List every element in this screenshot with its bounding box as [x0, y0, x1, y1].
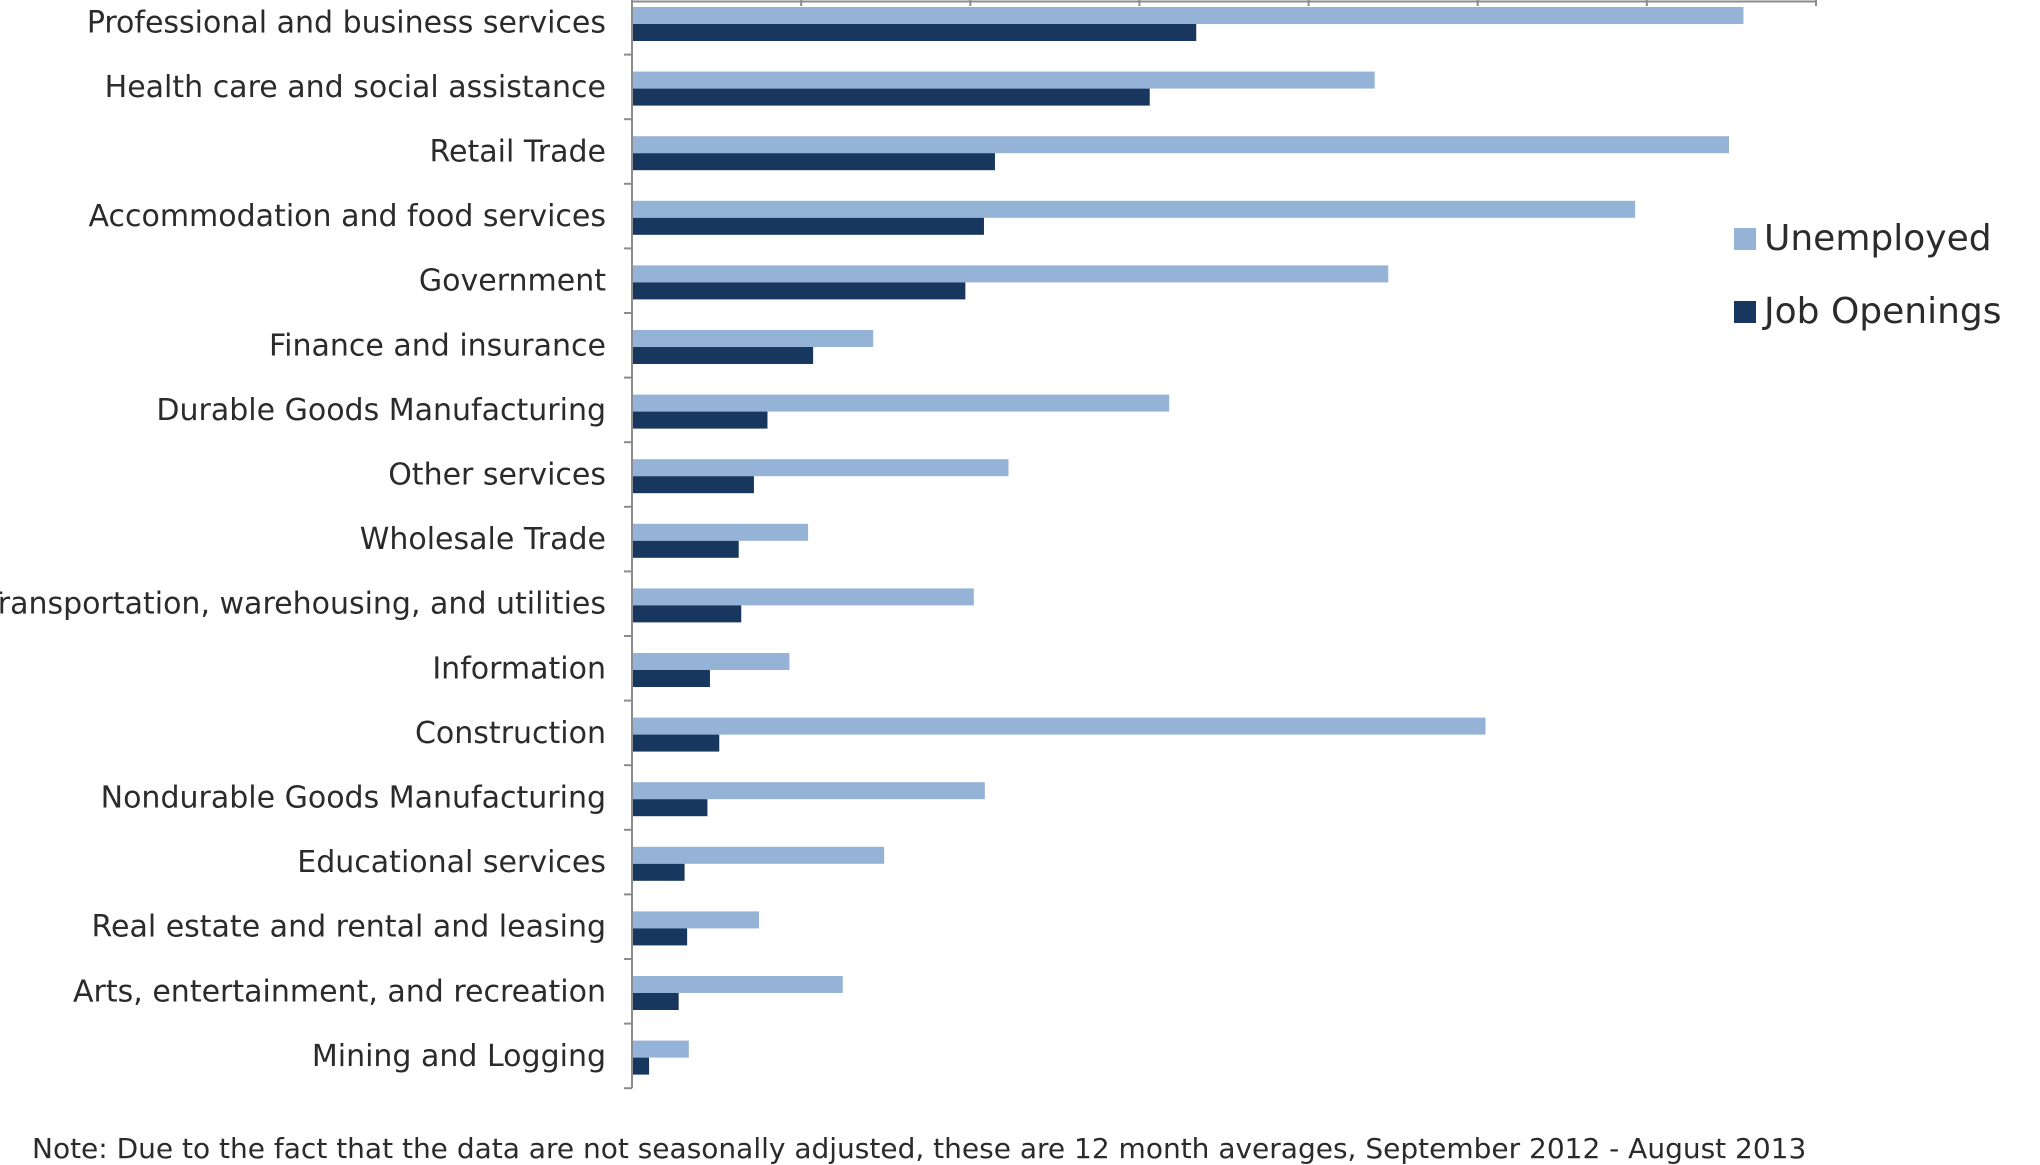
category-label: Professional and business services: [87, 5, 606, 40]
bar-job-openings: [633, 88, 1150, 106]
bar-job-openings: [633, 734, 720, 752]
bar-job-openings: [633, 476, 754, 494]
bar-unemployed: [633, 7, 1744, 24]
category-label: Accommodation and food services: [89, 199, 607, 234]
bar-job-openings: [633, 282, 966, 300]
bar-job-openings: [633, 540, 739, 558]
category-label: Real estate and rental and leasing: [91, 910, 606, 945]
category-label: Arts, entertainment, and recreation: [73, 974, 606, 1009]
bar-unemployed: [633, 459, 1009, 477]
bar-job-openings: [633, 670, 710, 687]
bar-unemployed: [633, 653, 790, 670]
bar-job-openings: [633, 799, 708, 817]
bar-unemployed: [633, 265, 1389, 283]
category-label: Durable Goods Manufacturing: [156, 393, 606, 428]
category-label: Information: [432, 651, 606, 686]
footnote: Note: Due to the fact that the data are …: [32, 1132, 1807, 1165]
legend: Unemployed Job Openings: [1734, 218, 2002, 332]
category-label: Nondurable Goods Manufacturing: [101, 781, 606, 816]
legend-label: Unemployed: [1764, 218, 1992, 259]
category-label: Wholesale Trade: [360, 522, 606, 557]
bar-unemployed: [633, 911, 760, 929]
bar-unemployed: [633, 588, 974, 606]
bar-unemployed: [633, 717, 1486, 735]
bar-unemployed: [633, 330, 874, 347]
bar-job-openings: [633, 411, 768, 429]
bar-unemployed: [633, 782, 985, 800]
bar-job-openings: [633, 217, 984, 235]
category-label: Government: [419, 264, 606, 299]
legend-swatch: [1734, 228, 1756, 250]
category-label: Health care and social assistance: [105, 70, 606, 105]
bar-job-openings: [633, 863, 685, 881]
legend-label: Job Openings: [1762, 291, 2002, 332]
bar-unemployed: [633, 846, 885, 864]
bar-job-openings: [633, 605, 742, 623]
category-label: Mining and Logging: [312, 1039, 606, 1074]
bar-unemployed: [633, 71, 1375, 89]
bar-unemployed: [633, 976, 843, 993]
category-label: Retail Trade: [430, 135, 606, 170]
bar-job-openings: [633, 1057, 650, 1075]
bar-job-openings: [633, 24, 1197, 41]
category-label: Educational services: [297, 845, 606, 880]
category-label: Other services: [388, 458, 606, 493]
bar-job-openings: [633, 153, 995, 171]
bar-unemployed: [633, 523, 809, 541]
category-label: Finance and insurance: [269, 328, 606, 363]
category-labels: Professional and business services Health…: [0, 5, 606, 1074]
bar-job-openings: [633, 993, 679, 1010]
bar-unemployed: [633, 136, 1730, 154]
bar-unemployed: [633, 394, 1170, 412]
bar-unemployed: [633, 200, 1636, 218]
bar-job-openings: [633, 347, 814, 364]
bars-layer: [633, 7, 1744, 1075]
axis-layer: [624, 0, 1817, 1090]
bar-unemployed: [633, 1040, 689, 1058]
category-label: Construction: [415, 716, 606, 751]
category-label: Transportation, warehousing, and utiliti…: [0, 587, 606, 622]
bar-job-openings: [633, 928, 688, 946]
legend-swatch: [1734, 301, 1756, 323]
